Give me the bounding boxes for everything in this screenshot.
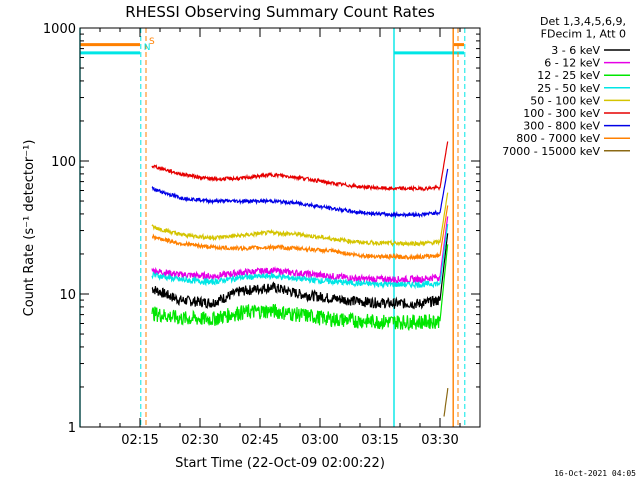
series-line xyxy=(151,141,449,192)
plot-area: SN xyxy=(79,28,466,427)
legend-label: 50 - 100 keV xyxy=(530,94,600,107)
series-line xyxy=(151,205,449,261)
x-tick-label: 03:00 xyxy=(301,433,338,448)
y-axis-label: Count Rate (s⁻¹ detector⁻¹) xyxy=(22,140,37,317)
y-tick-label: 100 xyxy=(51,155,76,170)
series-line xyxy=(151,233,449,310)
legend-label: 300 - 800 keV xyxy=(523,120,600,133)
chart-title: RHESSI Observing Summary Count Rates xyxy=(125,3,435,21)
x-tick-label: 02:15 xyxy=(121,433,158,448)
x-axis: 02:15 02:30 02:45 03:00 03:15 03:30 xyxy=(99,28,461,448)
x-tick-label: 03:30 xyxy=(421,433,458,448)
date-stamp: 16-Oct-2021 04:05 xyxy=(554,469,636,478)
series-line xyxy=(151,224,449,290)
y-tick-label: 1 xyxy=(68,421,76,436)
legend-header: FDecim 1, Att 0 xyxy=(541,28,626,41)
y-tick-label: 10 xyxy=(59,288,76,303)
plot-frame xyxy=(79,27,481,428)
y-axis: 1 10 100 1000 xyxy=(43,22,480,436)
legend-label: 800 - 7000 keV xyxy=(516,132,600,145)
x-tick-label: 02:45 xyxy=(241,433,278,448)
marker-label: N xyxy=(144,43,151,53)
y-tick-label: 1000 xyxy=(43,22,76,37)
legend-label: 6 - 12 keV xyxy=(544,57,600,70)
legend-label: 7000 - 15000 keV xyxy=(502,145,600,158)
series-line xyxy=(151,168,449,219)
x-tick-label: 02:30 xyxy=(181,433,218,448)
legend-label: 3 - 6 keV xyxy=(551,44,600,57)
series-line xyxy=(443,388,449,417)
legend: Det 1,3,4,5,6,9,FDecim 1, Att 0 3 - 6 keV… xyxy=(502,15,630,158)
legend-label: 12 - 25 keV xyxy=(537,69,600,82)
series-line xyxy=(151,244,449,332)
legend-header: Det 1,3,4,5,6,9, xyxy=(540,15,626,28)
x-axis-label: Start Time (22-Oct-09 02:00:22) xyxy=(175,456,385,471)
x-tick-label: 03:15 xyxy=(361,433,398,448)
marker-label: S xyxy=(149,37,155,47)
series-line xyxy=(151,192,449,247)
legend-label: 25 - 50 keV xyxy=(537,82,600,95)
legend-label: 100 - 300 keV xyxy=(523,107,600,120)
